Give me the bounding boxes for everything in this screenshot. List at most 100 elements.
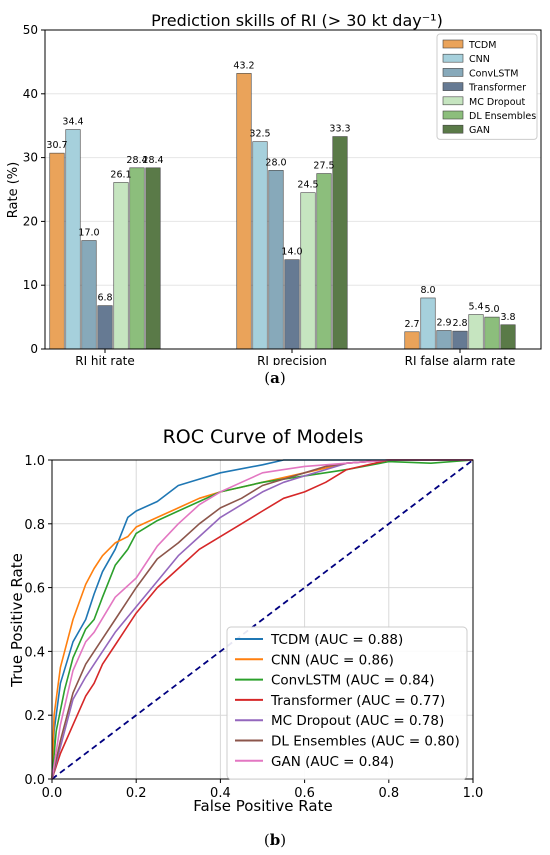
legend-swatch <box>442 124 464 134</box>
legend-label: GAN <box>469 125 490 136</box>
bar-chart-ytick-label: 30 <box>23 151 38 165</box>
bar-data-label: 2.7 <box>404 319 419 330</box>
bar-data-label: 28.4 <box>126 155 147 166</box>
legend-label: Transformer <box>468 83 526 94</box>
bar-chart-xtick-label: RI precision <box>257 354 327 365</box>
bar <box>436 330 452 350</box>
roc-curve-chart: ROC Curve of Models True Positive Rate F… <box>8 426 484 815</box>
legend-label: MC Dropout <box>469 97 526 108</box>
bar <box>300 192 316 350</box>
roc-xtick-label: 0.4 <box>210 786 231 801</box>
legend-label: DL Ensembles (AUC = 0.80) <box>271 734 460 750</box>
legend-swatch <box>442 96 464 106</box>
figure-a-caption: (a) <box>264 369 286 387</box>
bar <box>420 297 436 350</box>
roc-ytick-label: 0.8 <box>24 518 45 533</box>
roc-ytick-label: 0.0 <box>24 773 45 788</box>
roc-xtick-label: 0.2 <box>126 786 147 801</box>
bar-chart-ytick-label: 0 <box>30 342 38 356</box>
bar-chart-ytick-label: 40 <box>23 87 38 101</box>
bar-data-label: 2.9 <box>436 317 451 328</box>
bar <box>316 173 332 350</box>
roc-series-line <box>51 459 473 780</box>
bar <box>452 330 468 350</box>
bar-data-label: 3.8 <box>500 312 515 323</box>
bar <box>484 316 500 350</box>
bar-chart-ylabel: Rate (%) <box>6 162 21 218</box>
bar-chart-title: Prediction skills of RI (> 30 kt day⁻¹) <box>151 11 443 30</box>
legend-label: Transformer (AUC = 0.77) <box>270 693 445 709</box>
legend-label: GAN (AUC = 0.84) <box>271 754 394 770</box>
legend-box <box>226 626 468 780</box>
bar-data-label: 14.0 <box>281 247 302 258</box>
legend-label: CNN (AUC = 0.86) <box>271 652 394 668</box>
roc-xtick-label: 0.0 <box>42 786 63 801</box>
bar-chart-ri-skills: Prediction skills of RI (> 30 kt day⁻¹) … <box>6 11 542 365</box>
bar-data-label: 43.2 <box>233 60 254 71</box>
legend-swatch <box>442 68 464 77</box>
bar-data-label: 27.5 <box>313 161 334 172</box>
bar <box>145 167 161 350</box>
roc-xtick-label: 0.8 <box>378 786 399 801</box>
roc-series-line <box>51 459 474 780</box>
bar <box>468 314 484 350</box>
bar-data-label: 33.3 <box>329 124 350 135</box>
bar-chart-ytick-label: 10 <box>23 278 38 292</box>
bar-chart-xtick-label: RI false alarm rate <box>405 354 516 365</box>
bar-chart-plot-frame <box>44 29 542 350</box>
roc-chart-legend: TCDM (AUC = 0.88) CNN (AUC = 0.86) ConvLST… <box>226 626 468 780</box>
bar <box>129 167 145 350</box>
legend-label: ConvLSTM (AUC = 0.84) <box>271 673 435 689</box>
legend-label: ConvLSTM <box>469 68 518 79</box>
bar <box>404 331 420 350</box>
bar-chart-legend: TCDM CNN ConvLSTM Transformer MC Dropout DL E… <box>436 33 538 140</box>
bar <box>81 240 97 350</box>
bar <box>332 136 348 350</box>
roc-random-baseline <box>51 459 474 780</box>
roc-ytick-label: 1.0 <box>24 454 45 469</box>
legend-swatch <box>442 110 464 120</box>
roc-chart-xlabel: False Positive Rate <box>193 797 332 815</box>
roc-xtick-label: 0.6 <box>294 786 315 801</box>
legend-swatch <box>442 82 464 91</box>
bar-chart-ytick-label: 20 <box>23 214 38 228</box>
bar-data-label: 5.0 <box>484 304 499 315</box>
bar-data-label: 32.5 <box>249 129 270 140</box>
bar-data-label: 17.0 <box>78 228 99 239</box>
bar <box>500 324 516 350</box>
legend-label: TCDM <box>468 40 496 51</box>
bar <box>284 259 300 350</box>
bar-data-label: 6.8 <box>97 293 112 304</box>
bar <box>49 152 65 350</box>
bar-data-label: 28.0 <box>265 157 286 168</box>
bar-chart-ytick-label: 50 <box>23 23 38 37</box>
roc-chart-ylabel: True Positive Rate <box>8 553 26 688</box>
legend-label: CNN <box>469 54 490 65</box>
figure-b-caption: (b) <box>263 831 287 849</box>
bar <box>236 73 252 350</box>
bar <box>97 305 113 350</box>
bar <box>65 129 81 350</box>
bar <box>268 170 284 350</box>
legend-label: MC Dropout (AUC = 0.78) <box>271 713 444 729</box>
bar-data-label: 30.7 <box>46 140 67 151</box>
roc-chart-title: ROC Curve of Models <box>163 426 364 448</box>
roc-ytick-label: 0.2 <box>24 709 45 724</box>
legend-label: TCDM (AUC = 0.88) <box>270 632 403 648</box>
bar-data-label: 2.8 <box>452 318 467 329</box>
bar-data-label: 8.0 <box>420 285 435 296</box>
roc-xtick-label: 1.0 <box>463 786 484 801</box>
bar-data-label: 34.4 <box>62 117 83 128</box>
legend-label: DL Ensembles <box>469 111 536 122</box>
roc-ytick-label: 0.6 <box>24 582 45 597</box>
bar-chart-xtick-label: RI hit rate <box>75 354 135 365</box>
roc-series-line <box>51 459 473 780</box>
bar <box>113 182 129 350</box>
bar-data-label: 24.5 <box>297 180 318 191</box>
legend-swatch <box>442 53 464 63</box>
bar <box>252 141 268 350</box>
bar-data-label: 5.4 <box>468 302 483 313</box>
legend-swatch <box>442 39 464 49</box>
roc-ytick-label: 0.4 <box>24 645 45 660</box>
bar-data-label: 26.1 <box>110 169 131 180</box>
